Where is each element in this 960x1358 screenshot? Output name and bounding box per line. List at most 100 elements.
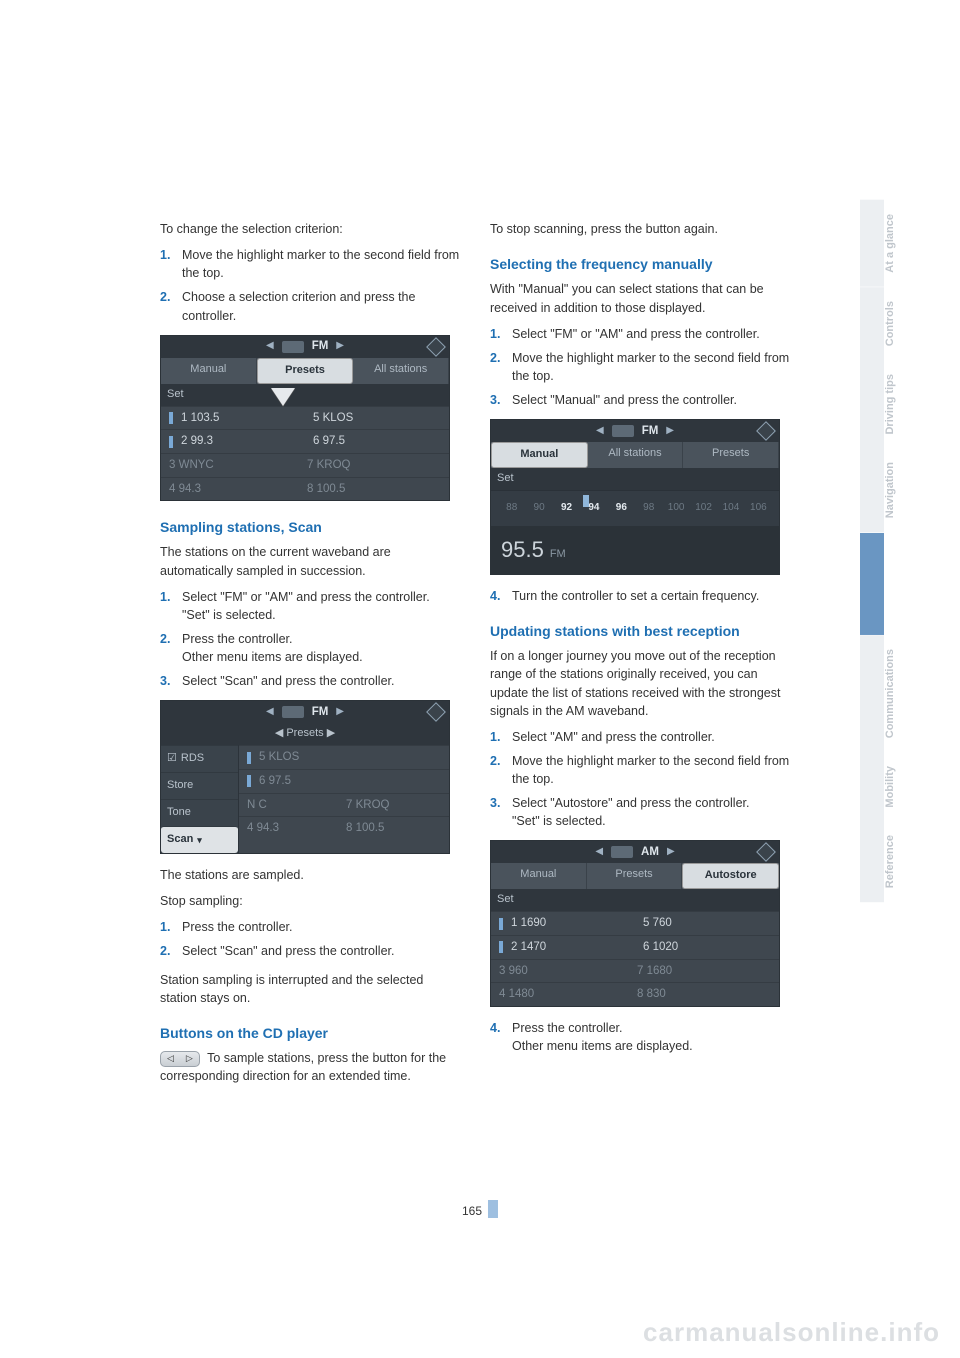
chevron-down-icon: ▾ [197, 834, 202, 847]
frequency-unit: FM [550, 547, 566, 563]
list-item: 2.Press the controller. Other menu items… [160, 630, 460, 666]
screenshot-autostore: ◀ AM ▶ Manual Presets Autostore Set 1 16… [490, 840, 780, 1007]
step-number: 1. [490, 728, 512, 746]
cell: 5 760 [643, 915, 771, 932]
subband-label: Presets [286, 727, 323, 739]
table-row: 1 16905 760 [491, 911, 779, 935]
table-row: 3 9607 1680 [491, 959, 779, 983]
left-arrow-icon: ◁ [167, 1052, 174, 1065]
list-item: 2.Select "Scan" and press the controller… [160, 942, 460, 960]
list-item: 3.Select "Autostore" and press the contr… [490, 794, 790, 830]
signal-bar-icon [169, 412, 173, 424]
cell: 6 97.5 [313, 433, 441, 450]
cell: 4 94.3 [169, 481, 303, 498]
manual-para: With "Manual" you can select stations th… [490, 280, 790, 316]
heading-cd: Buttons on the CD player [160, 1023, 460, 1043]
screenshot-presets: ◀ FM ▶ Manual Presets All stations Set 1… [160, 335, 450, 502]
shot-tabs: Manual Presets Autostore [491, 863, 779, 889]
list-item: 1.Select "FM" or "AM" and press the cont… [490, 325, 790, 343]
expand-icon [426, 337, 446, 357]
step-text: Move the highlight marker to the second … [182, 246, 460, 282]
tick: 98 [636, 501, 661, 516]
step-number: 2. [160, 288, 182, 324]
step-number: 2. [160, 942, 182, 960]
cd-para: ◁▷ To sample stations, press the button … [160, 1049, 460, 1085]
list-item: 1.Select "FM" or "AM" and press the cont… [160, 588, 460, 624]
step-number: 3. [490, 794, 512, 830]
tab-presets: Presets [257, 358, 354, 384]
tick: 102 [691, 501, 716, 516]
sampled-text: The stations are sampled. [160, 866, 460, 884]
shot-body: ☑RDS Store Tone Scan ▾ 5 KLOS 6 97.5 N C… [161, 745, 449, 853]
tab-manual: Manual [491, 863, 587, 889]
tab-communications[interactable]: Communications [860, 635, 900, 752]
tab-navigation[interactable]: Navigation [860, 448, 900, 532]
tab-controls[interactable]: Controls [860, 287, 900, 360]
set-row: Set [491, 889, 779, 911]
list-item: 1.Move the highlight marker to the secon… [160, 246, 460, 282]
tab-reference[interactable]: Reference [860, 821, 900, 902]
step-number: 4. [490, 587, 512, 605]
stop-scan-text: To stop scanning, press the button again… [490, 220, 790, 238]
signal-bar-icon [247, 752, 251, 764]
shot-topbar: ◀ AM ▶ [491, 841, 779, 863]
subband-row: ◀ Presets ▶ [161, 723, 449, 745]
cell: 1 1690 [511, 915, 639, 932]
cell: 2 99.3 [181, 433, 309, 450]
left-arrow-icon: ◀ [596, 424, 604, 439]
step-text: Press the controller. Other menu items a… [182, 630, 460, 666]
slider-handle-icon [583, 495, 589, 507]
left-arrow-icon: ◀ [266, 705, 274, 720]
tick: 88 [499, 501, 524, 516]
step-text: Press the controller. [182, 918, 460, 936]
list-item: 4.Turn the controller to set a certain f… [490, 587, 790, 605]
stop-text: Stop sampling: [160, 892, 460, 910]
table-row: 4 94.38 100.5 [239, 816, 449, 840]
set-row: Set [491, 468, 779, 490]
right-arrow-icon: ▶ [336, 339, 344, 354]
tab-driving-tips[interactable]: Driving tips [860, 360, 900, 449]
list-item: 4.Press the controller. Other menu items… [490, 1019, 790, 1055]
preset-list: 5 KLOS 6 97.5 N C7 KROQ 4 94.38 100.5 [239, 745, 449, 853]
right-arrow-icon: ▷ [186, 1052, 193, 1065]
menu-label: Scan [167, 832, 193, 848]
watermark: carmanualsonline.info [643, 1317, 940, 1348]
signal-bar-icon [499, 918, 503, 930]
step-text: Move the highlight marker to the second … [512, 752, 790, 788]
interrupt-text: Station sampling is interrupted and the … [160, 971, 460, 1007]
heading-update: Updating stations with best reception [490, 621, 790, 641]
cd-direction-button-icon: ◁▷ [160, 1051, 200, 1067]
tab-at-a-glance[interactable]: At a glance [860, 200, 900, 287]
signal-bar-icon [499, 941, 503, 953]
page: To change the selection criterion: 1.Mov… [0, 0, 960, 1358]
table-row: 2 99.36 97.5 [161, 429, 449, 453]
shot-tabs: Manual Presets All stations [161, 358, 449, 384]
frequency-bar: 88 90 92 94 96 98 100 102 104 106 [491, 490, 779, 526]
cell: N C [247, 797, 342, 814]
band-label: FM [312, 338, 329, 355]
page-number: 165 [462, 1200, 498, 1218]
cell: 6 1020 [643, 939, 771, 956]
list-item: 1.Select "AM" and press the controller. [490, 728, 790, 746]
cell: 7 KROQ [307, 457, 441, 474]
shot-topbar: ◀ FM ▶ [161, 336, 449, 358]
tick: 96 [609, 501, 634, 516]
tab-presets: Presets [683, 442, 779, 468]
tab-entertainment[interactable]: Entertainment [860, 533, 900, 635]
left-arrow-icon: ◀ [266, 339, 274, 354]
shot-tabs: Manual All stations Presets [491, 442, 779, 468]
step-text: Select "FM" or "AM" and press the contro… [182, 588, 460, 624]
table-row: 4 14808 830 [491, 982, 779, 1006]
tab-mobility[interactable]: Mobility [860, 752, 900, 822]
step-text: Turn the controller to set a certain fre… [512, 587, 790, 605]
tick: 100 [663, 501, 688, 516]
expand-icon [756, 843, 776, 863]
clock-icon [611, 846, 633, 858]
step-number: 1. [160, 588, 182, 624]
step-text: Select "Scan" and press the controller. [182, 672, 460, 690]
intro-text: To change the selection criterion: [160, 220, 460, 238]
list-item: 3.Select "Manual" and press the controll… [490, 391, 790, 409]
cell: 7 KROQ [346, 797, 441, 814]
menu-scan: Scan ▾ [161, 826, 238, 853]
tick: 90 [526, 501, 551, 516]
